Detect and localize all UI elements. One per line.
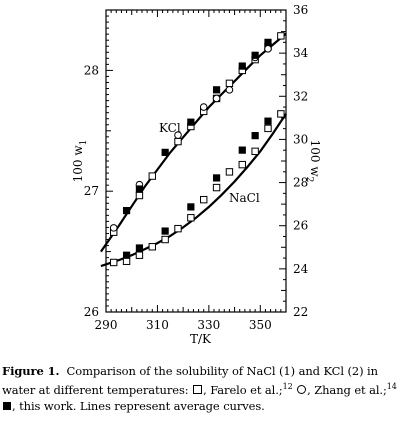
y-left-axis-title: 100 w1 — [71, 140, 89, 183]
nacl-filled-square-point — [187, 203, 195, 211]
y-left-tick-label: 26 — [84, 305, 99, 319]
nacl-open-square-point — [161, 235, 169, 244]
y-left-tick-label: 28 — [84, 63, 99, 77]
y-right-tick-label: 34 — [293, 46, 309, 60]
nacl-open-square-point — [251, 147, 259, 156]
y-right-axis-title: 100 w2 — [304, 140, 322, 183]
caption-ref-2: 14 — [386, 382, 397, 391]
y-right-tick-label: 36 — [293, 3, 308, 17]
y-right-title-main: 100 w — [308, 140, 322, 178]
open-square-symbol — [193, 384, 203, 394]
y-right-tick-label: 30 — [293, 132, 308, 146]
kcl-open-square-point — [148, 172, 156, 180]
x-tick-label: 330 — [197, 318, 220, 332]
nacl-filled-square-point — [135, 244, 144, 252]
svg-text:100 w1: 100 w1 — [71, 140, 89, 183]
y-right-tick-label: 28 — [293, 176, 308, 190]
nacl-open-square-point — [174, 224, 182, 233]
open-circle-symbol — [297, 384, 307, 394]
y-left-title-main: 100 w — [71, 145, 85, 183]
nacl-open-square-point — [148, 243, 156, 251]
caption-ref-1: 12 — [282, 382, 293, 391]
kcl-filled-square-point — [187, 118, 195, 126]
kcl-filled-square-point — [212, 86, 221, 94]
kcl-open-circle-point — [109, 224, 118, 232]
x-tick-label: 310 — [146, 318, 169, 332]
y-left-title-sub: 1 — [79, 140, 89, 146]
kcl-filled-square-point — [122, 207, 131, 215]
nacl-open-square-point — [110, 258, 118, 267]
nacl-open-square-point — [135, 251, 144, 259]
kcl-open-circle-point — [225, 86, 234, 94]
kcl-filled-square-point — [135, 185, 144, 193]
kcl-filled-square-point — [251, 51, 259, 59]
x-tick-label: 290 — [95, 318, 118, 332]
kcl-open-circle-point — [174, 131, 182, 139]
series-label-kcl: KCl — [159, 121, 181, 135]
nacl-open-square-point — [277, 110, 285, 118]
nacl-open-square-point — [238, 160, 246, 169]
kcl-filled-square-point — [238, 62, 246, 70]
figure-caption: Figure 1. Comparison of the solubility o… — [2, 363, 404, 414]
kcl-open-circle-point — [212, 94, 221, 103]
nacl-filled-square-point — [251, 132, 259, 140]
nacl-open-square-point — [225, 168, 234, 176]
y-right-title-sub: 2 — [304, 177, 314, 183]
kcl-filled-square-point — [264, 38, 272, 46]
nacl-open-square-point — [200, 195, 208, 204]
series-label-nacl: NaCl — [229, 191, 260, 205]
kcl-open-square-point — [277, 32, 285, 40]
kcl-filled-square-point — [161, 148, 169, 156]
nacl-filled-square-point — [122, 251, 131, 259]
kcl-open-square-point — [225, 79, 234, 88]
kcl-open-square-point — [174, 137, 182, 146]
svg-text:100 w2: 100 w2 — [304, 140, 322, 183]
ticks: 290 310 330 350 26 27 28 22 24 26 28 30 32 34 36 — [84, 3, 309, 332]
chart: 290 310 330 350 26 27 28 22 24 26 28 30 32 34 36 KCl N… — [71, 3, 322, 346]
caption-text-3: , Zhang et al.; — [307, 382, 387, 397]
nacl-filled-square-point — [212, 174, 221, 182]
caption-text-1: Comparison of the solubility of NaCl (1)… — [2, 364, 378, 397]
y-right-tick-label: 32 — [293, 89, 308, 103]
nacl-filled-square-point — [161, 227, 169, 235]
nacl-open-square-point — [264, 124, 272, 133]
y-right-tick-label: 24 — [293, 262, 309, 276]
kcl-open-circle-point — [199, 103, 208, 111]
nacl-open-square-point — [187, 214, 195, 222]
nacl-filled-square-point — [264, 117, 272, 125]
markers — [109, 32, 285, 267]
x-axis-title: T/K — [190, 332, 212, 346]
caption-text-4: , this work. Lines represent average cur… — [12, 398, 265, 413]
filled-square-symbol — [3, 401, 11, 410]
y-right-tick-label: 22 — [293, 305, 308, 319]
nacl-open-square-point — [212, 183, 221, 192]
caption-text-2: , Farelo et al.; — [203, 382, 283, 397]
kcl-open-square-point — [135, 191, 144, 200]
kcl-open-circle-point — [264, 45, 272, 53]
nacl-filled-square-point — [238, 146, 246, 154]
caption-figure-label: Figure 1. — [2, 364, 60, 378]
y-right-tick-label: 26 — [293, 219, 308, 233]
y-left-tick-label: 27 — [84, 184, 99, 198]
x-tick-label: 350 — [249, 318, 272, 332]
nacl-open-square-point — [122, 257, 131, 265]
